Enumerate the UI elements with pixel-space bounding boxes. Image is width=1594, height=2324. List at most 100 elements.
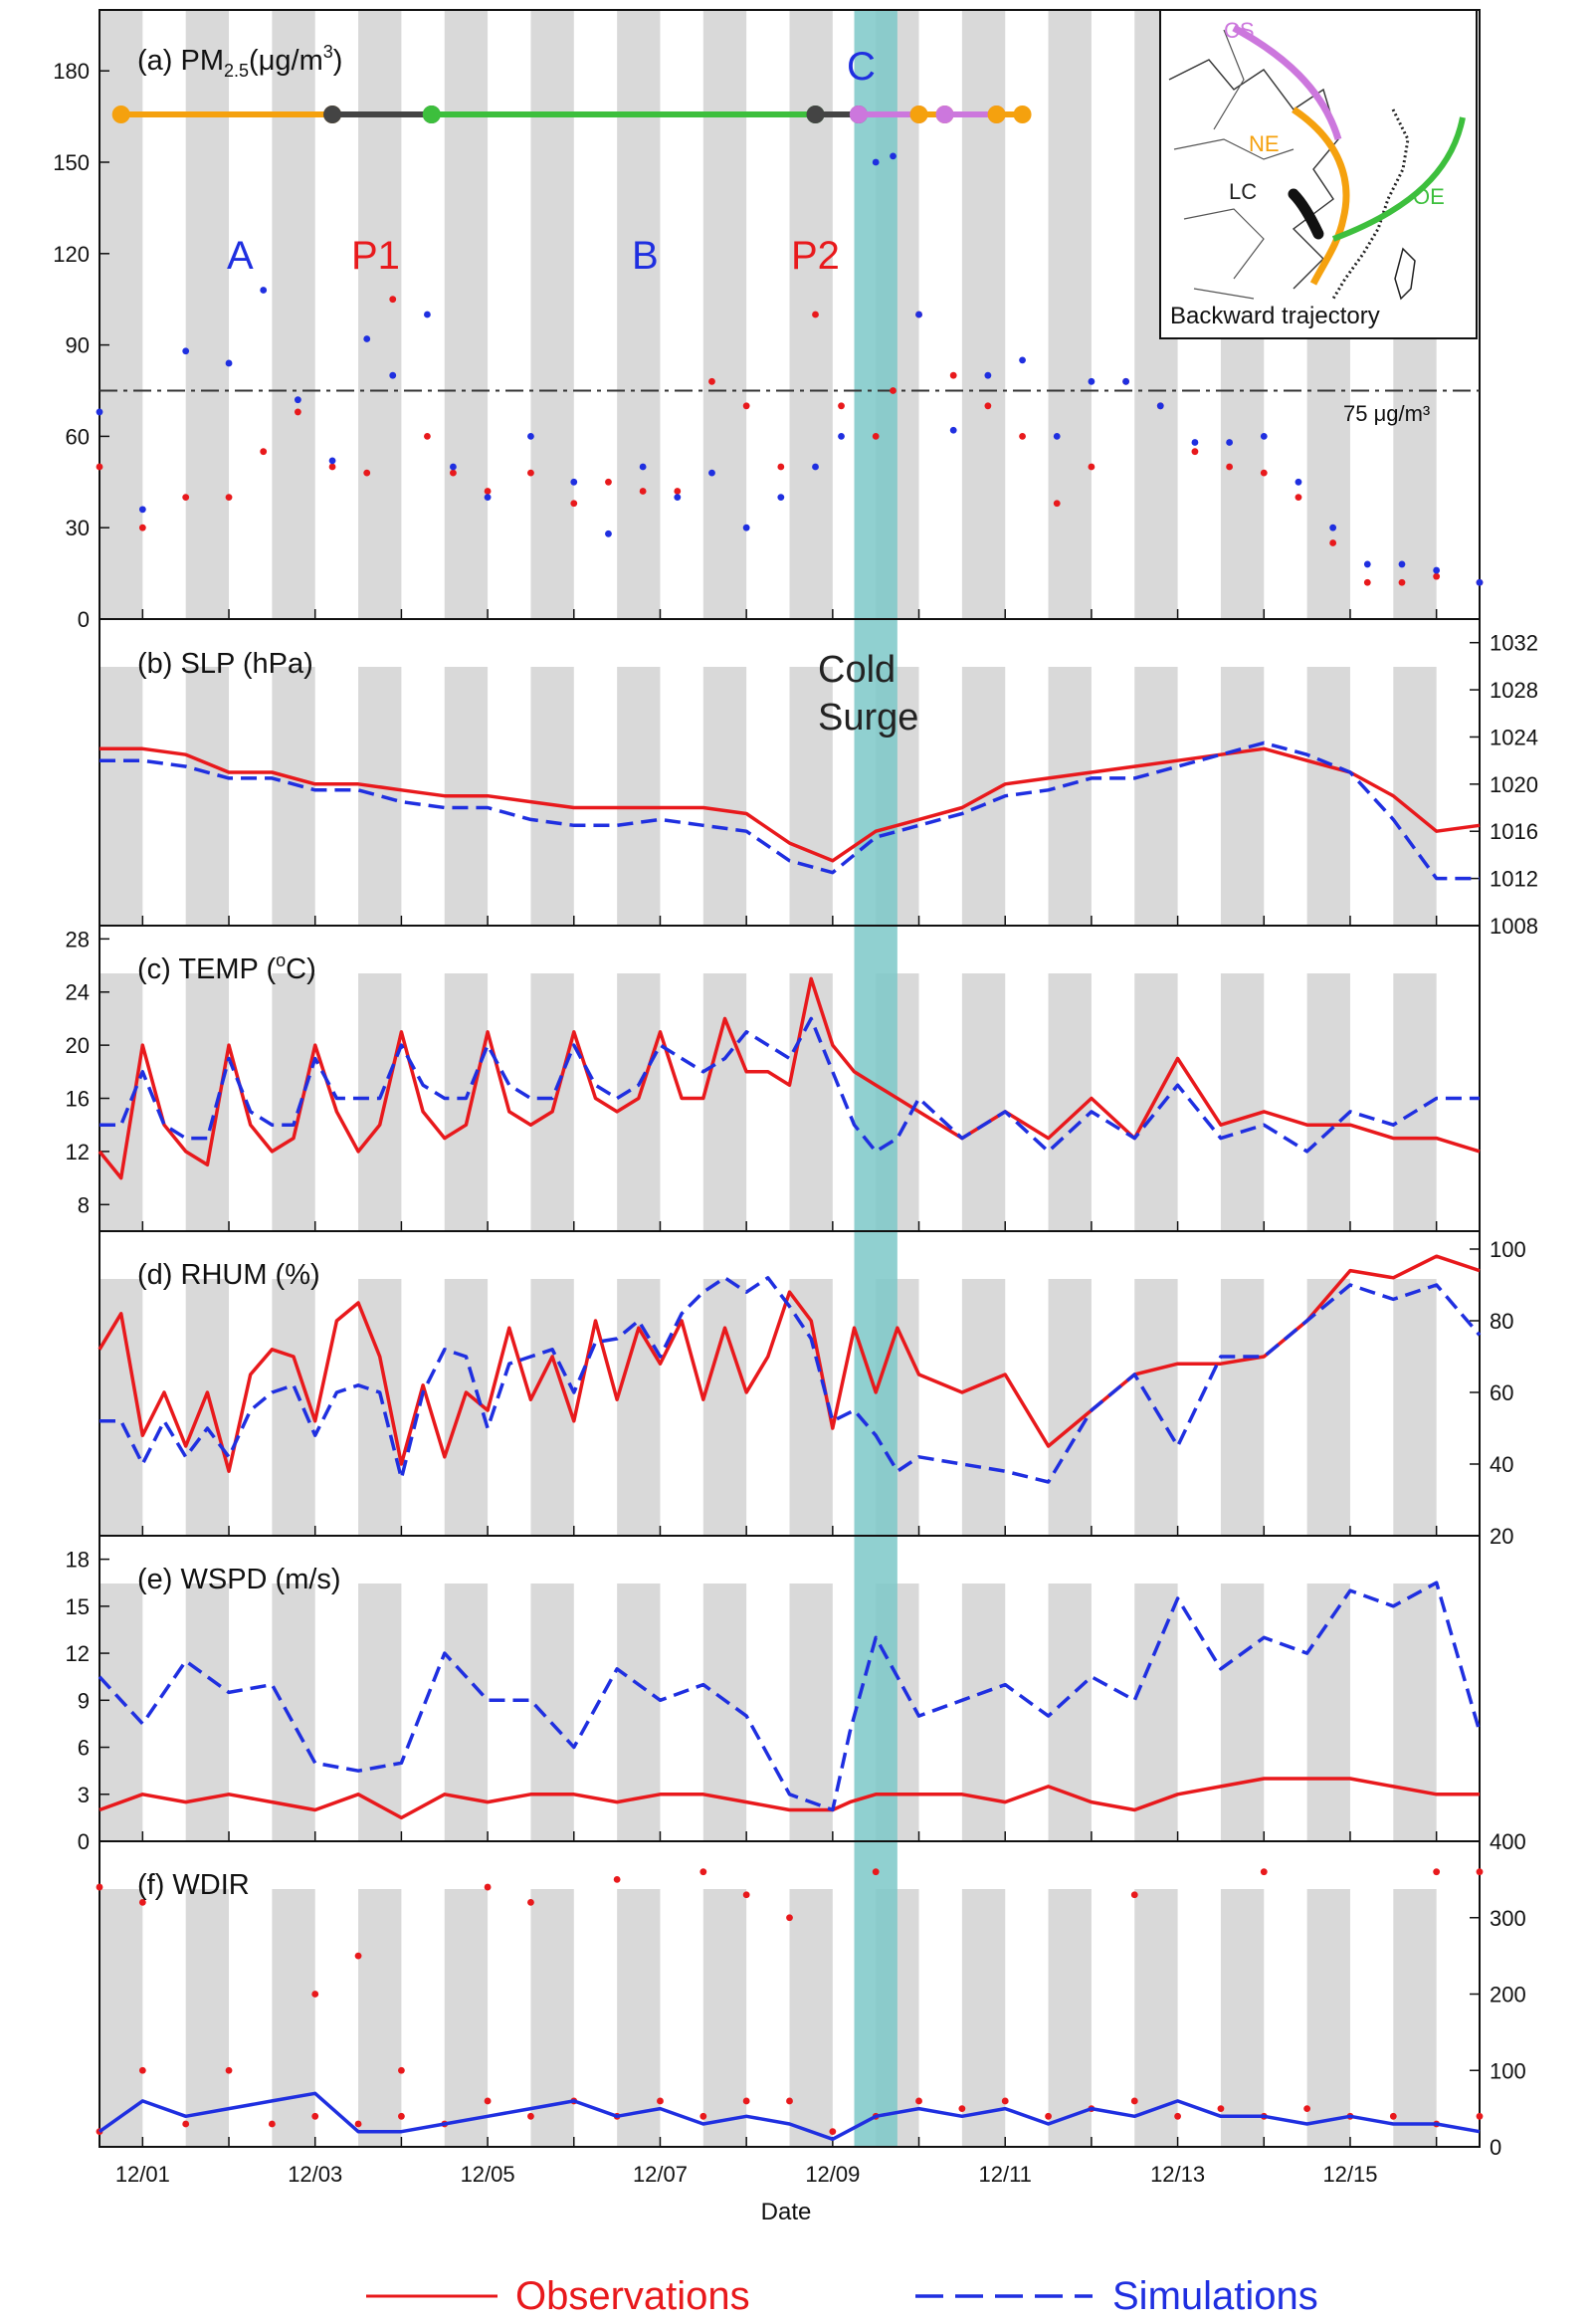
- y-tick-label: 1016: [1490, 819, 1538, 844]
- panels: 0306090120150180100810121016102010241028…: [53, 9, 1538, 2187]
- trajectory-node: [111, 106, 130, 123]
- y-tick-label: 80: [1490, 1309, 1513, 1334]
- x-tick-label: 12/09: [805, 2162, 860, 2187]
- wdir-obs-point: [484, 2097, 492, 2105]
- night-band: [1048, 667, 1092, 926]
- night-band: [1048, 1889, 1092, 2147]
- pm25-obs-point: [1191, 448, 1199, 456]
- wdir-obs-point: [182, 2120, 190, 2128]
- night-band: [1134, 667, 1178, 926]
- pm25-obs-point: [389, 296, 397, 304]
- inset-label-oe: OE: [1413, 184, 1445, 209]
- wdir-obs-point: [786, 1914, 793, 1922]
- night-band: [1220, 1584, 1265, 1841]
- pm25-obs-point: [605, 478, 612, 486]
- pm25-sim-point: [389, 371, 397, 379]
- wdir-obs-point: [268, 2120, 276, 2128]
- pm25-obs-point: [1088, 463, 1096, 471]
- y-tick-label: 100: [1490, 1237, 1526, 1262]
- episode-label-a: A: [227, 234, 254, 278]
- night-band: [1306, 1279, 1350, 1536]
- pm25-sim-point: [182, 347, 190, 355]
- trajectory-cluster-bar: [111, 106, 1032, 123]
- wdir-obs-point: [1174, 2112, 1181, 2120]
- y-tick-label: 0: [1490, 2135, 1501, 2160]
- panel-c-title: (c) TEMP (oC): [137, 951, 316, 985]
- night-band: [702, 10, 747, 619]
- wdir-obs-point: [699, 1868, 707, 1876]
- inset-label-cs: CS: [1224, 18, 1255, 43]
- pm25-sim-point: [1226, 439, 1234, 446]
- pm25-sim-point: [570, 478, 578, 486]
- x-tick-label: 12/13: [1150, 2162, 1205, 2187]
- trajectory-cs: [1232, 24, 1342, 141]
- y-tick-label: 150: [53, 150, 90, 175]
- trajectory-node: [909, 106, 928, 123]
- legend-sim-label: Simulations: [1112, 2274, 1318, 2318]
- night-band: [358, 10, 402, 619]
- night-band: [1220, 1889, 1265, 2147]
- y-tick-label: 6: [78, 1736, 90, 1761]
- night-band: [444, 10, 489, 619]
- night-band: [272, 10, 315, 619]
- wdir-obs-point: [225, 2066, 233, 2074]
- temp-sim-line: [100, 1016, 1480, 1154]
- night-band: [1048, 973, 1092, 1231]
- wdir-obs-point: [527, 1899, 534, 1906]
- pm25-sim-point: [1019, 356, 1026, 364]
- wdir-obs-point: [699, 2112, 707, 2120]
- pm25-sim-point: [674, 494, 682, 501]
- night-band: [358, 1584, 402, 1841]
- inset-province-lines: [1173, 29, 1295, 300]
- wdir-obs-point: [1217, 2105, 1225, 2113]
- inset-taiwan: [1394, 247, 1416, 301]
- wdir-obs-point: [872, 1868, 880, 1876]
- y-tick-label: 12: [66, 1140, 90, 1164]
- y-tick-label: 300: [1490, 1906, 1526, 1931]
- y-tick-label: 400: [1490, 1829, 1526, 1854]
- pm25-sim-point: [1295, 478, 1302, 486]
- wdir-obs-point: [1476, 1868, 1484, 1876]
- night-band: [185, 10, 230, 619]
- wdir-obs-point: [915, 2097, 922, 2105]
- pm25-sim-point: [1088, 377, 1096, 385]
- pm25-sim-point: [639, 463, 647, 471]
- episode-label-p1: P1: [351, 234, 400, 278]
- y-tick-label: 20: [66, 1033, 90, 1058]
- y-tick-label: 28: [66, 927, 90, 951]
- x-tick-label: 12/03: [288, 2162, 342, 2187]
- y-tick-label: 1008: [1490, 914, 1538, 939]
- pm25-sim-point: [915, 311, 922, 318]
- pm25-obs-point: [328, 463, 336, 471]
- wdir-obs-point: [398, 2112, 405, 2120]
- night-band: [789, 667, 833, 926]
- pm25-sim-point: [294, 396, 301, 404]
- y-tick-label: 1012: [1490, 867, 1538, 892]
- wdir-obs-point: [829, 2128, 837, 2136]
- pm25-sim-point: [260, 287, 268, 294]
- night-band: [530, 1279, 574, 1536]
- y-tick-label: 90: [66, 333, 90, 358]
- night-band: [1048, 1279, 1092, 1536]
- pm25-sim-point: [484, 494, 492, 501]
- y-tick-label: 200: [1490, 1983, 1526, 2007]
- night-band: [1306, 667, 1350, 926]
- night-band: [1134, 973, 1178, 1231]
- trajectory-node: [806, 106, 825, 123]
- wspd-sim-line: [98, 1581, 1482, 1812]
- slp-sim-line: [100, 740, 1480, 881]
- pm25-sim-point: [708, 469, 715, 477]
- slp-obs-line: [100, 746, 1481, 863]
- y-tick-label: 1028: [1490, 678, 1538, 703]
- pm25-obs-point: [225, 494, 233, 501]
- night-band: [702, 1889, 747, 2147]
- night-band: [185, 1279, 230, 1536]
- pm25-sim-point: [1122, 377, 1129, 385]
- night-band: [100, 1889, 143, 2147]
- pm25-obs-point: [1363, 578, 1371, 586]
- wdir-obs-point: [786, 2097, 793, 2105]
- wdir-obs-point: [958, 2105, 966, 2113]
- pm25-sim-point: [605, 529, 612, 537]
- wdir-obs-point: [311, 2112, 319, 2120]
- trajectory-oe: [1331, 116, 1466, 242]
